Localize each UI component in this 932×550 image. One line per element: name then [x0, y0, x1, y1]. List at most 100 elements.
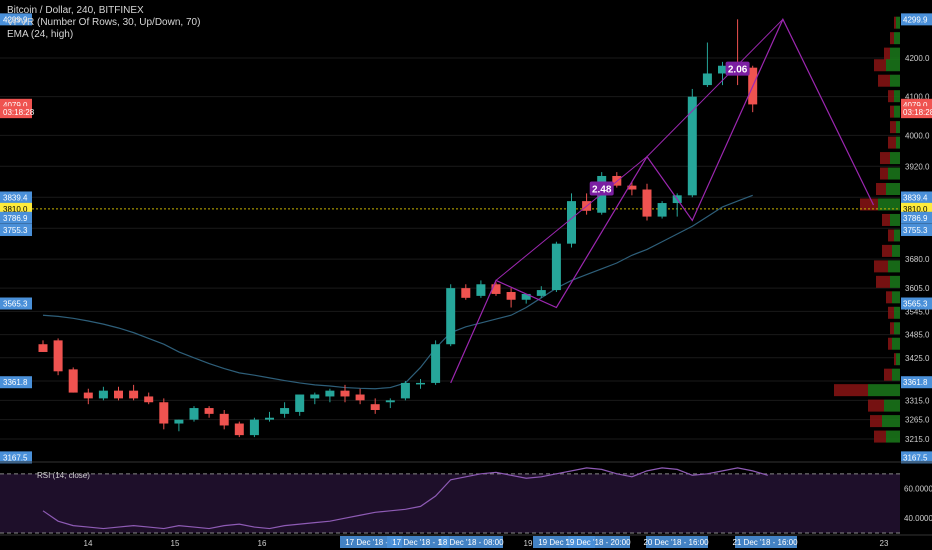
candle-body — [310, 394, 320, 399]
volume-profile-down-bar — [884, 47, 890, 60]
volume-profile-up-bar — [894, 32, 900, 45]
price-tag-box-left — [0, 376, 32, 389]
volume-profile-down-bar — [890, 105, 894, 118]
volume-profile-up-bar — [890, 275, 900, 288]
candle-body — [446, 288, 456, 345]
volume-profile-up-bar — [888, 260, 900, 273]
price-tag-box — [901, 451, 932, 464]
price-tag-label: 03:18:28 — [903, 108, 932, 117]
pattern-label-box — [725, 61, 750, 76]
candle-body — [642, 189, 652, 217]
volume-profile-up-bar — [896, 136, 900, 149]
volume-profile-down-bar — [882, 213, 890, 226]
price-tag-box-left — [0, 13, 32, 26]
time-tag-box — [441, 536, 503, 548]
chart-legend: Bitcoin / Dollar, 240, BITFINEX VPVR (Nu… — [7, 5, 200, 41]
time-tag-label: 21 Dec '18 - 16:00 — [732, 538, 798, 547]
candle-body — [355, 394, 365, 401]
volume-profile-down-bar — [888, 90, 894, 103]
time-tag-box — [340, 536, 402, 548]
time-axis: 14 15 16 19 23 17 Dec '18 - 017 Dec '18 - 118… — [0, 534, 932, 548]
candle-body — [68, 369, 78, 393]
candle-body — [702, 73, 712, 86]
price-tick-label: 3545.0 — [905, 307, 930, 316]
price-tag-label-left: 4299.9 — [3, 15, 28, 24]
price-tag-label-left: 3361.8 — [3, 378, 28, 387]
time-tick-label: 16 — [258, 539, 267, 548]
volume-profile-down-bar — [868, 399, 884, 412]
volume-profile-up-bar — [878, 198, 900, 211]
pattern-trendline — [495, 156, 648, 281]
volume-profile-down-bar — [890, 121, 896, 134]
candle-body — [159, 402, 169, 424]
price-tag-label-left: 3786.9 — [3, 214, 28, 223]
volume-profile-up-bar — [884, 399, 900, 412]
volume-profile-down-bar — [874, 260, 888, 273]
price-tag-label-left: 3167.5 — [3, 453, 28, 462]
price-tag-label: 3167.5 — [903, 453, 928, 462]
rsi-level-label: 60.0000 — [904, 485, 932, 494]
candle-body — [98, 390, 108, 399]
candle-body — [129, 390, 139, 399]
time-tick-label: 19 — [524, 539, 533, 548]
volume-profile-up-bar — [886, 59, 900, 72]
volume-profile-up-bar — [890, 74, 900, 87]
price-tag-label-left: 03:18:28 — [3, 108, 35, 117]
volume-profile-down-bar — [888, 229, 894, 242]
price-tag-box — [901, 376, 932, 389]
price-tick-label: 3425.0 — [905, 354, 930, 363]
price-grid — [0, 57, 900, 440]
price-tag-label-left: 3810.0 — [3, 205, 28, 214]
candle-body — [551, 243, 561, 291]
symbol-title: Bitcoin / Dollar, 240, BITFINEX — [7, 5, 144, 16]
rsi-line — [42, 467, 768, 530]
candle-body — [53, 340, 63, 372]
volume-profile-down-bar — [890, 322, 894, 335]
price-tag-label: 3839.4 — [903, 193, 928, 202]
volume-profile-down-bar — [876, 275, 890, 288]
rsi-band — [0, 473, 900, 533]
price-tag-label-left: 4079.0 — [3, 101, 28, 110]
candle-body — [144, 396, 154, 403]
ema-indicator-label: EMA (24, high) — [7, 29, 74, 40]
time-tick-label: 23 — [880, 539, 889, 548]
volume-profile-down-bar — [860, 198, 878, 211]
candle-body — [219, 413, 229, 426]
volume-profile-down-bar — [882, 244, 892, 257]
volume-profile-down-bar — [884, 368, 892, 381]
price-tag-box-left — [0, 297, 32, 310]
vpvr-indicator-label: VPVR (Number Of Rows, 30, Up/Down, 70) — [7, 17, 201, 28]
price-tick-label: 3680.0 — [905, 255, 930, 264]
time-tag-label: 17 Dec '18 - 0 — [345, 538, 395, 547]
volume-profile-down-bar — [880, 167, 888, 180]
price-tag-label: 4299.9 — [903, 15, 928, 24]
candle-body — [536, 290, 546, 296]
volume-profile-up-bar — [868, 384, 900, 397]
price-tag-label: 3565.3 — [903, 300, 928, 309]
volume-profile-up-bar — [892, 244, 900, 257]
price-tag-box — [901, 211, 932, 224]
volume-profile-up-bar — [894, 306, 900, 319]
price-tag-box — [901, 191, 932, 204]
price-tick-label: 3920.0 — [905, 162, 930, 171]
price-tick-label: 4100.0 — [905, 93, 930, 102]
price-tick-label: 3315.0 — [905, 396, 930, 405]
price-tag-box — [901, 297, 932, 310]
candle-body — [370, 404, 380, 410]
candle-body — [416, 382, 425, 385]
candle-body — [657, 203, 667, 217]
price-tag-label-left: 3839.4 — [3, 193, 28, 202]
volume-profile-up-bar — [890, 47, 900, 60]
volume-profile-down-bar — [888, 306, 894, 319]
volume-profile-up-bar — [890, 152, 900, 165]
volume-profile-up-bar — [890, 213, 900, 226]
volume-profile-up-bar — [894, 105, 900, 118]
time-tag-box — [646, 536, 708, 548]
volume-profile-up-bar — [894, 322, 900, 335]
volume-profile-up-bar — [886, 183, 900, 196]
price-tick-label: 4000.0 — [905, 131, 930, 140]
price-tag-label: 3786.9 — [903, 214, 928, 223]
volume-profile-up-bar — [894, 90, 900, 103]
price-tag-box-left — [0, 191, 32, 204]
